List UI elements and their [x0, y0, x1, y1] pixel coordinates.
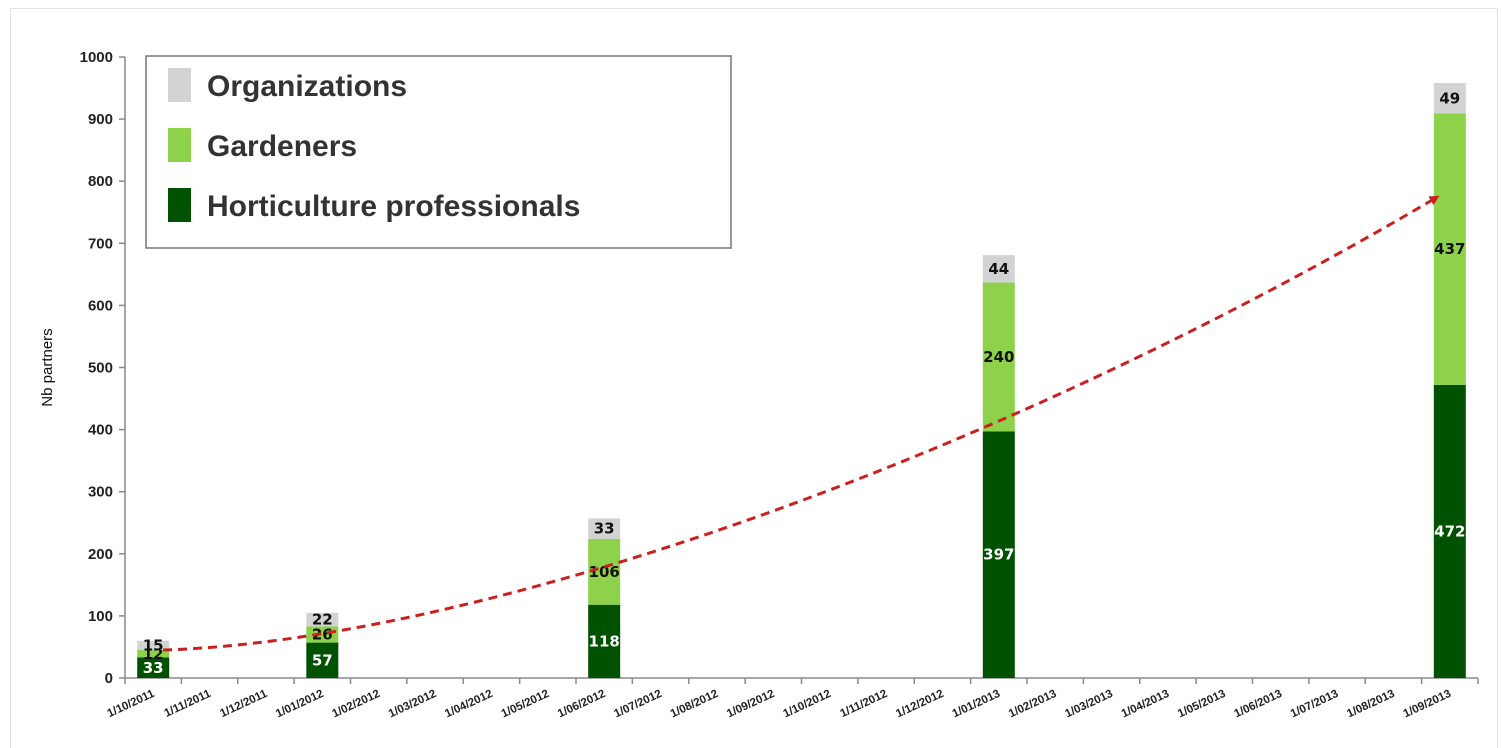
data-label: 44 [988, 260, 1009, 278]
data-label: 106 [589, 563, 620, 581]
trend-line [163, 195, 1440, 652]
bar-segment-gardeners [1433, 113, 1466, 385]
bar-segment-organizations [306, 612, 339, 627]
data-label: 437 [1434, 240, 1465, 258]
x-tick-label: 1/02/2012 [331, 688, 382, 721]
x-tick-label: 1/02/2013 [1007, 688, 1058, 721]
x-tick-label: 1/05/2013 [1176, 688, 1227, 721]
x-tick-label: 1/03/2013 [1063, 688, 1114, 721]
x-tick-label: 1/12/2011 [218, 688, 269, 720]
y-tick-label: 600 [88, 297, 113, 314]
x-tick-label: 1/03/2012 [387, 688, 438, 721]
data-label: 49 [1439, 89, 1460, 107]
data-label: 15 [143, 636, 164, 654]
x-tick-label: 1/09/2012 [725, 688, 776, 721]
bar-segment-gardeners [588, 538, 621, 605]
y-tick-label: 200 [88, 546, 113, 563]
y-tick-label: 800 [88, 173, 113, 190]
bar-segment-horticulture-professionals [982, 431, 1015, 678]
legend-label: Gardeners [207, 130, 357, 163]
legend-swatch-gardeners [168, 128, 191, 162]
trend-arrow [163, 195, 1440, 652]
y-tick-label: 300 [88, 484, 113, 501]
x-tick-label: 1/12/2012 [894, 688, 945, 721]
data-label: 397 [983, 546, 1014, 564]
y-tick-label: 900 [88, 111, 113, 128]
x-tick-label: 1/10/2011 [106, 688, 157, 720]
data-label: 472 [1434, 522, 1465, 540]
data-label: 240 [983, 348, 1014, 366]
legend-label: Organizations [207, 70, 407, 103]
x-tick-label: 1/07/2012 [612, 688, 663, 721]
legend-swatch-horticulture-professionals [168, 188, 191, 222]
y-tick-label: 400 [88, 422, 113, 439]
y-axis-label: Nb partners [39, 328, 56, 406]
x-tick-label: 1/11/2012 [838, 688, 889, 720]
x-tick-label: 1/10/2012 [782, 688, 833, 721]
bar-segment-horticulture-professionals [137, 657, 170, 678]
y-tick-label: 0 [105, 670, 113, 687]
data-label: 26 [312, 626, 333, 644]
y-tick-label: 500 [88, 360, 113, 377]
legend-box [145, 55, 732, 249]
data-label: 33 [143, 659, 164, 677]
data-label: 57 [312, 651, 333, 669]
legend-label: Horticulture professionals [207, 190, 580, 223]
x-tick-label: 1/06/2013 [1233, 688, 1284, 721]
bar-segment-horticulture-professionals [588, 604, 621, 678]
y-tick-label: 700 [88, 235, 113, 252]
chart-frame [10, 8, 1498, 748]
bar-segment-gardeners [982, 282, 1015, 432]
x-tick-label: 1/05/2012 [500, 688, 551, 721]
data-label: 118 [589, 632, 620, 650]
data-label: 22 [312, 611, 333, 629]
bar-segment-organizations [982, 255, 1015, 283]
y-tick-label: 100 [88, 608, 113, 625]
x-tick-label: 1/08/2013 [1345, 688, 1396, 721]
x-tick-label: 1/07/2013 [1289, 688, 1340, 721]
legend: Organizations Gardeners Horticulture profe… [145, 55, 732, 249]
x-tick-label: 1/01/2013 [951, 688, 1002, 721]
bar-segment-organizations [588, 518, 621, 539]
x-tick-label: 1/04/2012 [443, 688, 494, 721]
x-tick-label: 1/09/2013 [1402, 688, 1453, 721]
legend-swatch-organizations [168, 68, 191, 102]
bar-segment-organizations [1433, 83, 1466, 114]
x-tick-label: 1/04/2013 [1120, 688, 1171, 721]
x-tick-label: 1/08/2012 [669, 688, 720, 721]
x-tick-label: 1/01/2012 [274, 688, 325, 721]
x-tick-label: 1/06/2012 [556, 688, 607, 721]
y-tick-label: 1000 [80, 49, 113, 66]
data-label: 33 [594, 520, 615, 538]
bar-segment-horticulture-professionals [306, 642, 339, 678]
bar-segment-horticulture-professionals [1433, 384, 1466, 678]
bar-segment-gardeners [306, 626, 339, 643]
bar-segment-gardeners [137, 650, 170, 658]
bar-segment-organizations [137, 640, 170, 651]
x-tick-label: 1/11/2011 [163, 688, 214, 720]
